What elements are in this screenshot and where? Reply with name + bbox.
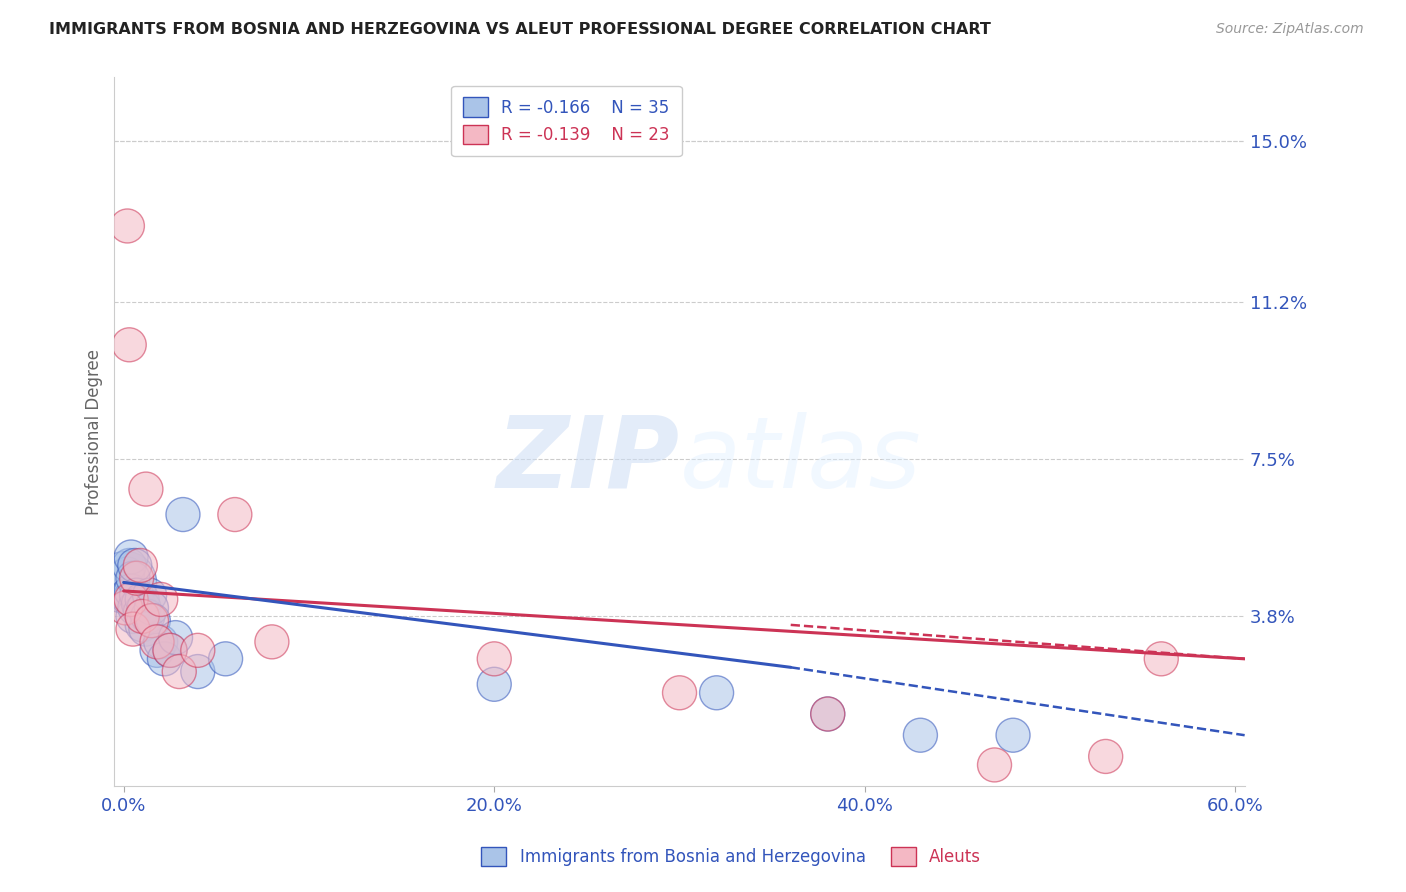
Point — [1002, 728, 1025, 742]
Point — [138, 588, 160, 602]
Point — [141, 601, 163, 615]
Point — [131, 609, 153, 624]
Point — [117, 566, 139, 581]
Point — [125, 588, 148, 602]
Point — [129, 558, 152, 573]
Point — [117, 588, 139, 602]
Text: IMMIGRANTS FROM BOSNIA AND HERZEGOVINA VS ALEUT PROFESSIONAL DEGREE CORRELATION : IMMIGRANTS FROM BOSNIA AND HERZEGOVINA V… — [49, 22, 991, 37]
Y-axis label: Professional Degree: Professional Degree — [86, 349, 103, 515]
Point — [132, 601, 155, 615]
Point — [136, 609, 159, 624]
Text: Source: ZipAtlas.com: Source: ZipAtlas.com — [1216, 22, 1364, 37]
Point — [1150, 652, 1173, 666]
Point — [131, 618, 153, 632]
Point — [146, 643, 169, 657]
Point — [187, 665, 209, 679]
Point — [118, 592, 141, 607]
Point — [131, 592, 153, 607]
Point — [128, 597, 150, 611]
Point — [260, 635, 283, 649]
Point — [214, 652, 236, 666]
Point — [122, 571, 145, 585]
Point — [141, 614, 163, 628]
Point — [117, 219, 139, 233]
Point — [224, 508, 246, 522]
Point — [668, 686, 690, 700]
Point — [159, 643, 181, 657]
Text: ZIP: ZIP — [496, 411, 679, 508]
Point — [118, 338, 141, 352]
Point — [484, 652, 506, 666]
Point — [817, 706, 839, 721]
Point — [135, 482, 157, 496]
Point — [122, 622, 145, 636]
Point — [124, 601, 146, 615]
Point — [484, 677, 506, 691]
Point — [153, 652, 176, 666]
Legend: Immigrants from Bosnia and Herzegovina, Aleuts: Immigrants from Bosnia and Herzegovina, … — [475, 840, 987, 873]
Point — [706, 686, 728, 700]
Point — [114, 601, 136, 615]
Point — [817, 706, 839, 721]
Point — [125, 571, 148, 585]
Point — [124, 558, 146, 573]
Text: atlas: atlas — [679, 411, 921, 508]
Point — [983, 758, 1005, 772]
Point — [167, 665, 190, 679]
Point — [129, 605, 152, 619]
Point — [159, 643, 181, 657]
Point — [114, 575, 136, 590]
Point — [120, 592, 142, 607]
Legend: R = -0.166    N = 35, R = -0.139    N = 23: R = -0.166 N = 35, R = -0.139 N = 23 — [451, 86, 682, 156]
Point — [118, 558, 141, 573]
Point — [135, 622, 157, 636]
Point — [149, 592, 172, 607]
Point — [142, 614, 165, 628]
Point — [120, 549, 142, 564]
Point — [910, 728, 932, 742]
Point — [122, 609, 145, 624]
Point — [149, 635, 172, 649]
Point — [120, 583, 142, 598]
Point — [146, 635, 169, 649]
Point — [172, 508, 194, 522]
Point — [1094, 749, 1116, 764]
Point — [165, 631, 187, 645]
Point — [187, 643, 209, 657]
